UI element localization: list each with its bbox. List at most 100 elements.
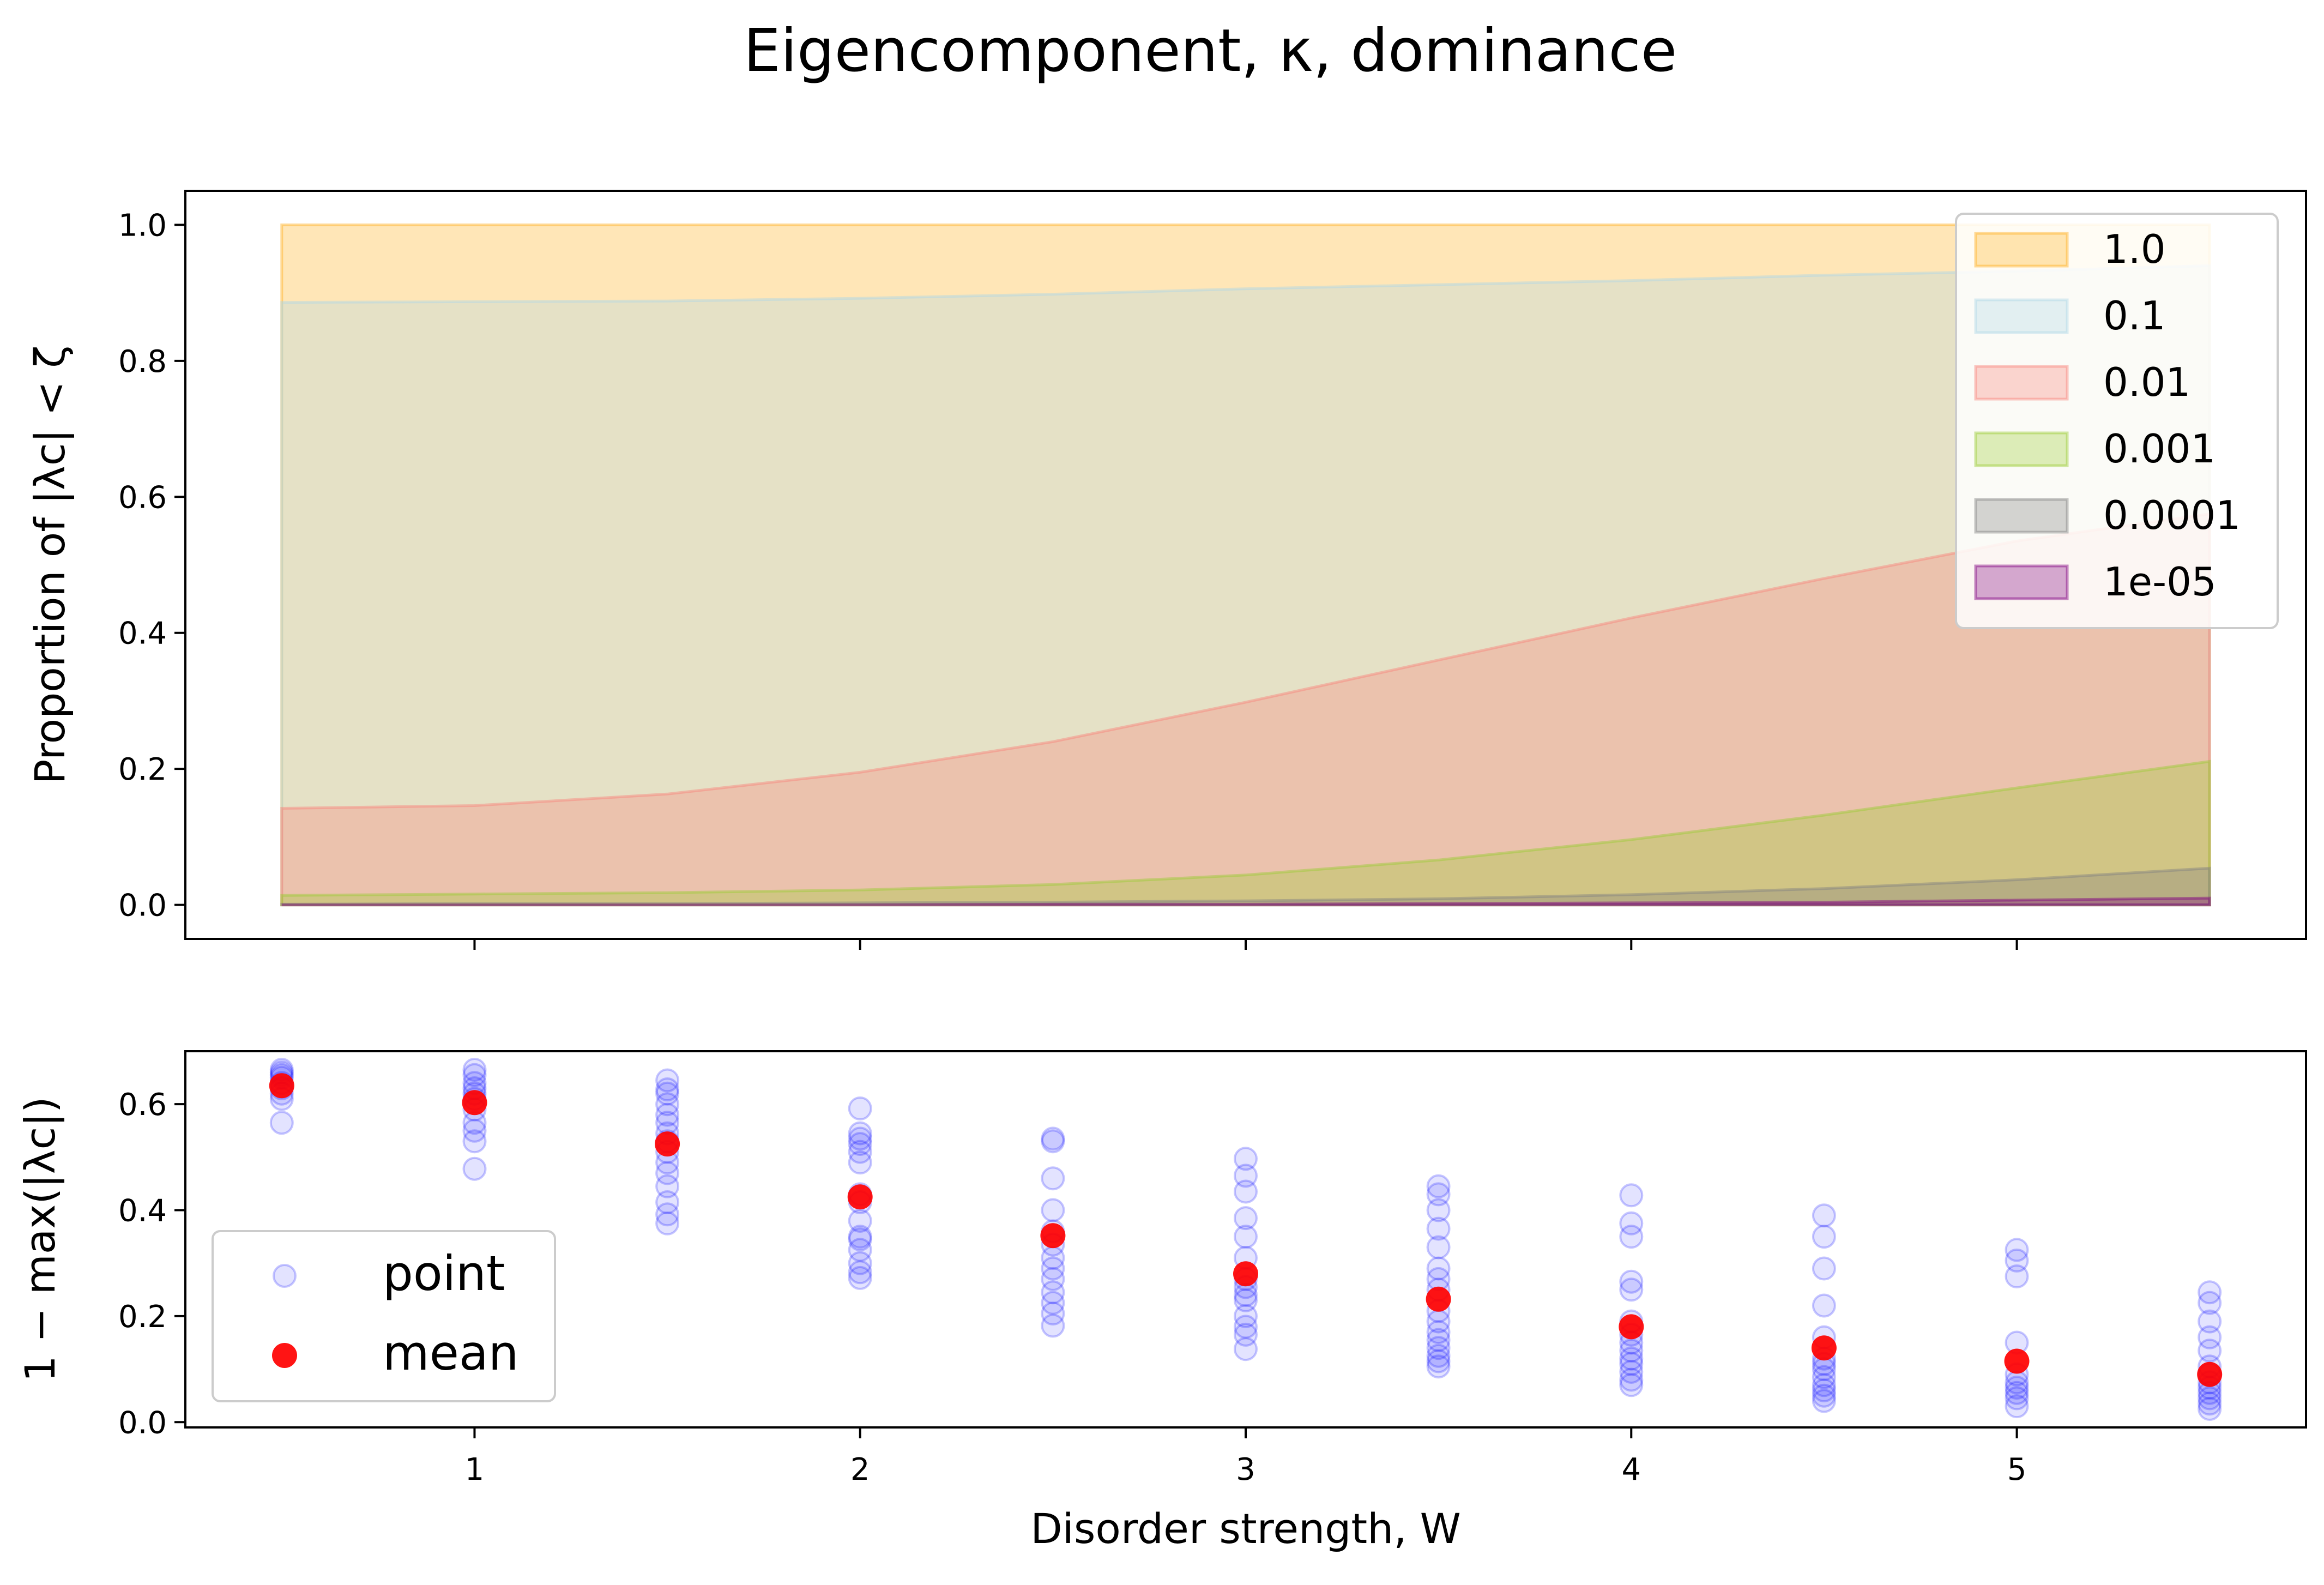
mean-marker-1 bbox=[462, 1090, 487, 1116]
point-marker-106 bbox=[1619, 1183, 1644, 1208]
mean-marker-6 bbox=[1426, 1286, 1451, 1312]
point-marker-104 bbox=[1619, 1225, 1644, 1249]
point-marker-38 bbox=[848, 1238, 872, 1262]
point-marker-103 bbox=[1619, 1269, 1644, 1294]
top-legend-swatch-5 bbox=[1974, 564, 2069, 600]
point-marker-46 bbox=[848, 1132, 872, 1156]
point-marker-87 bbox=[1426, 1256, 1451, 1281]
bottom-legend: point mean bbox=[212, 1230, 556, 1402]
top-y-tick-label-1: 0.2 bbox=[118, 752, 167, 787]
top-legend-swatch-1 bbox=[1974, 298, 2069, 334]
point-marker-31 bbox=[655, 1092, 680, 1117]
bottom-x-tick-label-2: 3 bbox=[1236, 1452, 1255, 1487]
point-marker-64 bbox=[1234, 1322, 1258, 1347]
top-legend-swatch-4 bbox=[1974, 498, 2069, 534]
point-marker-88 bbox=[1426, 1235, 1451, 1259]
mean-marker-7 bbox=[1619, 1314, 1644, 1340]
top-legend-box bbox=[1955, 213, 2279, 629]
point-marker-141 bbox=[2198, 1291, 2222, 1315]
area-series-1 bbox=[280, 264, 2211, 907]
point-marker-9 bbox=[462, 1156, 487, 1181]
point-marker-11 bbox=[462, 1118, 487, 1143]
point-marker-142 bbox=[2198, 1280, 2222, 1305]
point-marker-128 bbox=[2005, 1248, 2029, 1273]
top-legend-swatch-0 bbox=[1974, 232, 2069, 268]
point-marker-102 bbox=[1619, 1277, 1644, 1302]
mean-marker-4 bbox=[1040, 1223, 1066, 1249]
legend-point-label: point bbox=[383, 1245, 505, 1301]
point-marker-95 bbox=[1619, 1360, 1644, 1384]
point-marker-109 bbox=[1812, 1378, 1836, 1402]
point-marker-78 bbox=[1426, 1349, 1451, 1373]
point-marker-36 bbox=[848, 1260, 872, 1285]
point-marker-131 bbox=[2198, 1391, 2222, 1416]
point-marker-54 bbox=[1041, 1267, 1065, 1291]
x-axis-label: Disorder strength, W bbox=[1030, 1504, 1461, 1553]
top-y-tick-label-0: 0.0 bbox=[118, 888, 167, 924]
bottom-y-ticks: 0.0 0.2 0.4 0.6 bbox=[118, 1087, 185, 1441]
bottom-plot: 1 2 3 4 5 0.0 0.2 0.4 0.6 1 − max(|λc|) Disorde… bbox=[16, 1050, 2307, 1553]
bottom-legend-box bbox=[212, 1230, 556, 1402]
point-marker-60 bbox=[1041, 1166, 1065, 1191]
point-marker-97 bbox=[1619, 1346, 1644, 1371]
point-marker-47 bbox=[848, 1126, 872, 1151]
mean-marker-3 bbox=[847, 1184, 873, 1210]
point-marker-108 bbox=[1812, 1383, 1836, 1408]
point-marker-35 bbox=[848, 1265, 872, 1290]
top-legend-swatch-2 bbox=[1974, 365, 2069, 401]
point-marker-117 bbox=[1812, 1256, 1836, 1281]
top-y-tick-label-2: 0.4 bbox=[118, 616, 167, 652]
figure-title: Eigencomponent, κ, dominance bbox=[744, 17, 1677, 85]
point-marker-91 bbox=[1426, 1182, 1451, 1207]
point-marker-120 bbox=[2005, 1394, 2029, 1419]
top-legend-label-0: 1.0 bbox=[2103, 226, 2166, 272]
point-marker-72 bbox=[1234, 1225, 1258, 1249]
area-series-2 bbox=[280, 512, 2211, 907]
point-marker-50 bbox=[1041, 1313, 1065, 1338]
point-marker-23 bbox=[655, 1174, 680, 1198]
area-series-3 bbox=[280, 760, 2211, 907]
point-marker-80 bbox=[1426, 1336, 1451, 1360]
point-marker-67 bbox=[1234, 1288, 1258, 1312]
point-marker-94 bbox=[1619, 1367, 1644, 1392]
bottom-y-axis-label: 1 − max(|λc|) bbox=[16, 1096, 65, 1382]
point-marker-63 bbox=[1234, 1337, 1258, 1361]
point-marker-55 bbox=[1041, 1256, 1065, 1281]
point-marker-32 bbox=[655, 1081, 680, 1106]
top-x-ticks bbox=[473, 939, 2018, 950]
point-marker-111 bbox=[1812, 1365, 1836, 1389]
area-series-4 bbox=[280, 866, 2211, 907]
point-marker-52 bbox=[1041, 1291, 1065, 1315]
top-y-axis-label: Proportion of |λc| < ζ bbox=[26, 345, 75, 784]
bottom-x-tick-label-3: 4 bbox=[1621, 1452, 1641, 1487]
point-marker-98 bbox=[1619, 1339, 1644, 1363]
point-marker-130 bbox=[2198, 1397, 2222, 1421]
area-series-5 bbox=[281, 896, 2211, 907]
point-marker-53 bbox=[1041, 1280, 1065, 1305]
point-marker-62 bbox=[1041, 1126, 1065, 1151]
bottom-y-tick-label-2: 0.4 bbox=[118, 1194, 167, 1229]
point-marker-0 bbox=[269, 1111, 294, 1135]
bottom-x-tick-label-4: 5 bbox=[2007, 1452, 2027, 1487]
point-marker-82 bbox=[1426, 1320, 1451, 1345]
top-legend-swatch-3 bbox=[1974, 431, 2069, 467]
point-marker-24 bbox=[655, 1161, 680, 1185]
point-marker-123 bbox=[2005, 1376, 2029, 1400]
point-marker-138 bbox=[2198, 1339, 2222, 1363]
scatter-points bbox=[269, 1058, 2223, 1421]
point-marker-20 bbox=[655, 1211, 680, 1236]
mean-marker-10 bbox=[2197, 1361, 2223, 1387]
legend-mean-label: mean bbox=[383, 1325, 519, 1381]
stacked-areas bbox=[280, 223, 2211, 907]
point-marker-105 bbox=[1619, 1211, 1644, 1236]
legend-point-marker bbox=[273, 1264, 297, 1288]
bottom-y-tick-label-0: 0.0 bbox=[118, 1405, 167, 1441]
mean-marker-0 bbox=[269, 1073, 294, 1099]
point-marker-119 bbox=[1812, 1203, 1836, 1228]
point-marker-34 bbox=[655, 1068, 680, 1093]
bottom-x-tick-label-0: 1 bbox=[465, 1452, 485, 1487]
point-marker-39 bbox=[848, 1227, 872, 1251]
point-marker-48 bbox=[848, 1121, 872, 1146]
top-plot: 0.0 0.2 0.4 0.6 0.8 1.0 Proportion of |λc| < … bbox=[26, 190, 2307, 950]
